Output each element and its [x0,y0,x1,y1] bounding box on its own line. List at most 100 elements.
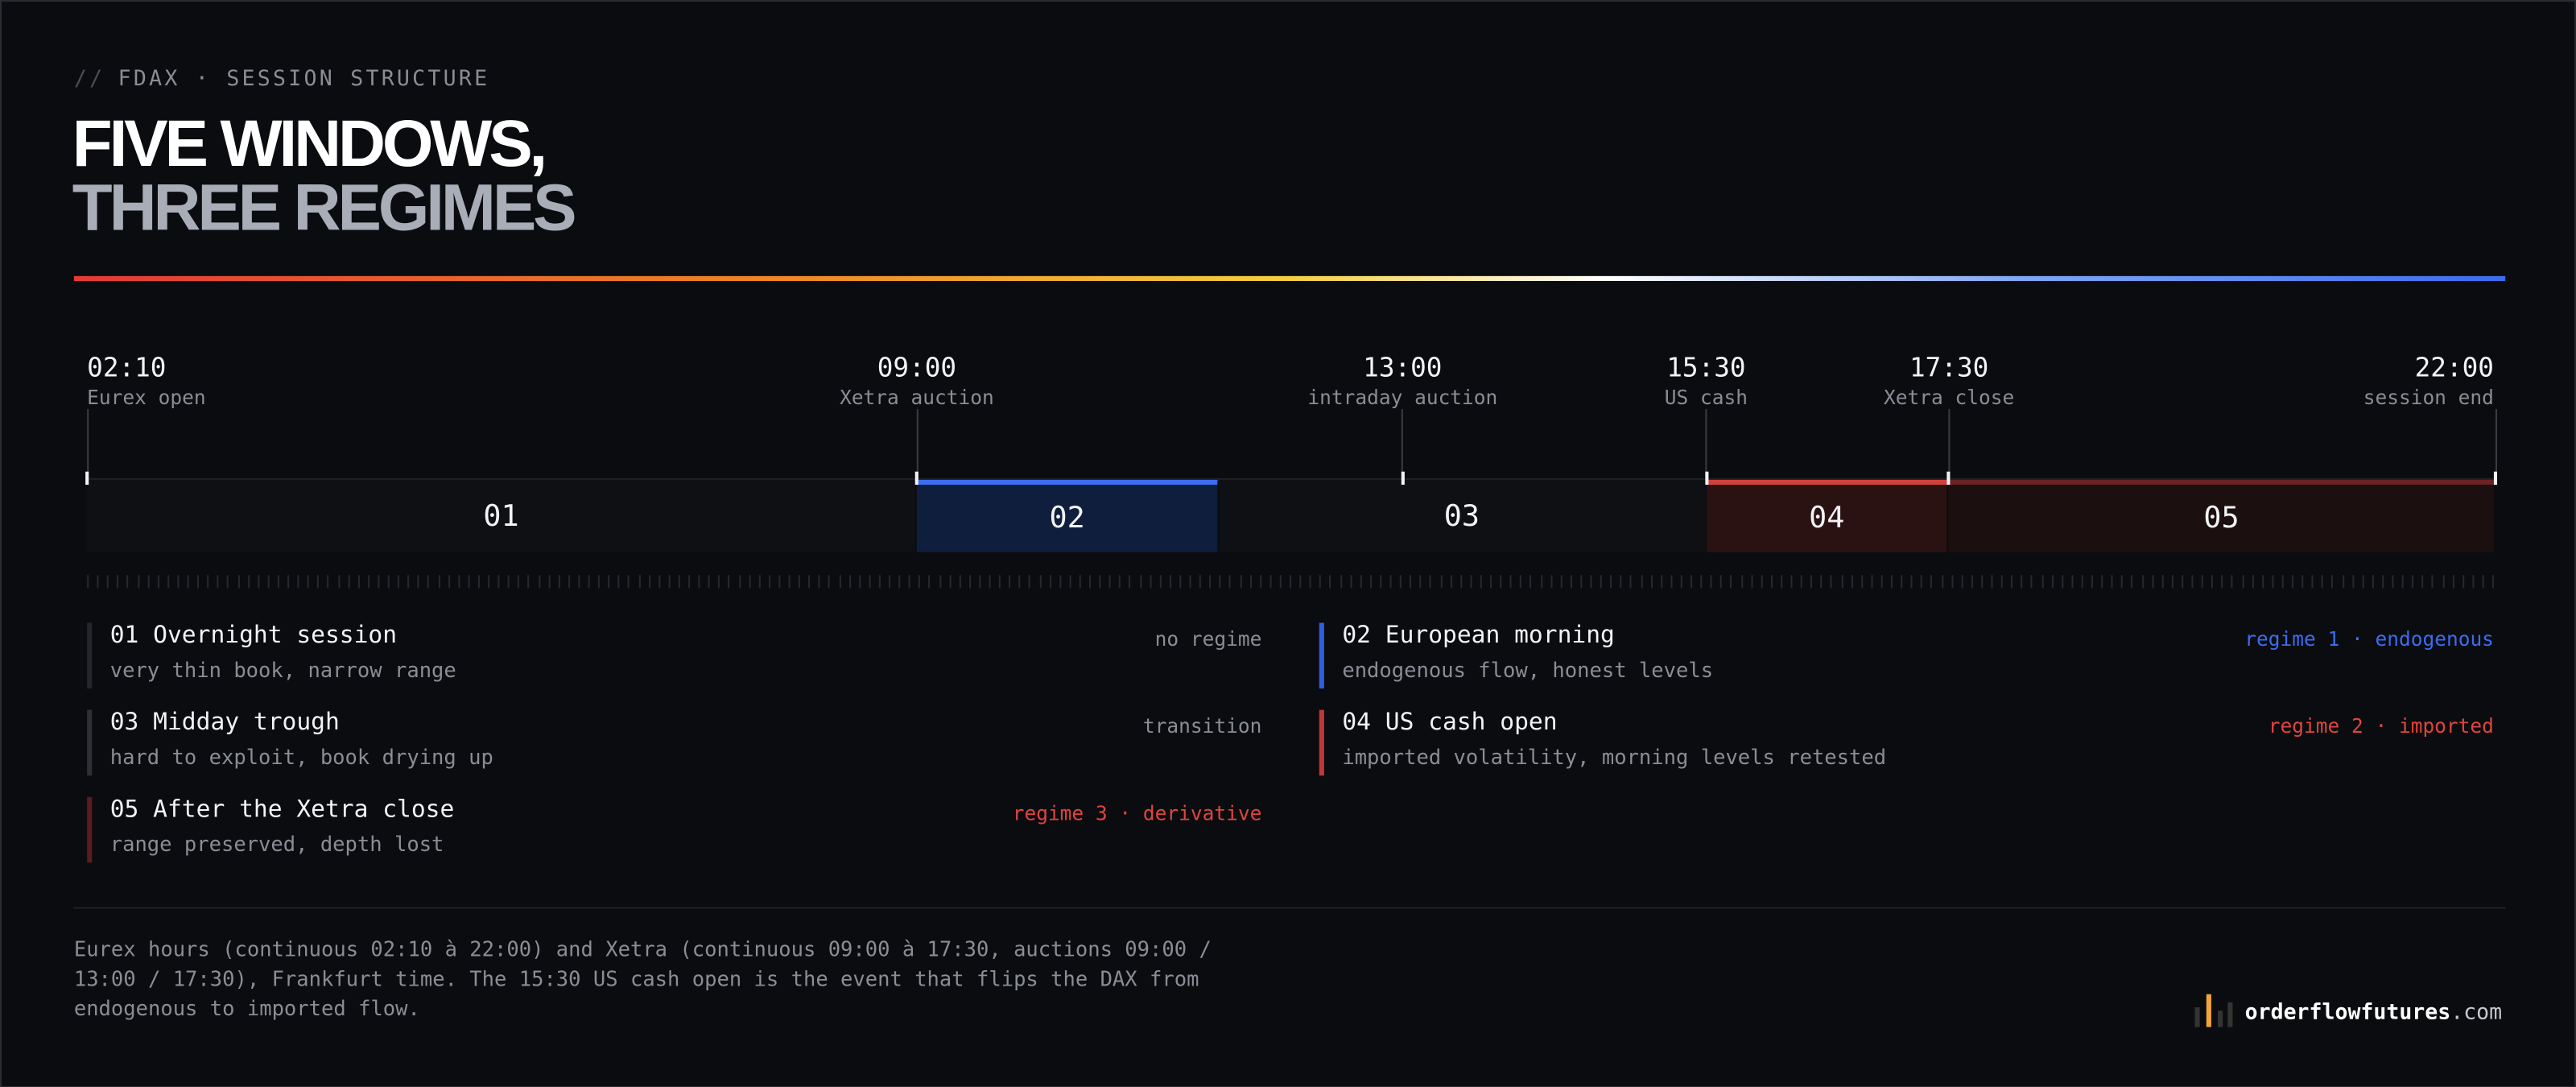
minor-tick [2201,575,2203,589]
minor-tick [708,575,711,589]
minor-tick [1650,575,1653,589]
minor-tick [1329,575,1331,589]
minor-tick [2000,575,2003,589]
minor-tick [617,575,620,589]
minor-tick [1930,575,1933,589]
marker-label: intraday auction [1307,386,1498,410]
separator [73,907,2506,909]
minor-tick [848,575,851,589]
minor-tick [1910,575,1913,589]
minor-tick [157,575,159,589]
window-title: 02 European morning [1342,622,1615,650]
marker-time: 13:00 [1363,351,1443,383]
minor-tick [1890,575,1893,589]
minor-tick [2392,575,2394,589]
minor-tick [758,575,761,589]
minor-tick [2342,575,2344,589]
title-line: THREE REGIMES [72,172,577,246]
marker-tick [1704,471,1708,486]
minor-tick [126,575,129,589]
window-row: 02 European morning endogenous flow, hone… [1319,622,2494,689]
minor-tick [2272,575,2274,589]
minor-tick [1179,575,1182,589]
minor-tick [2331,575,2334,589]
segment: 01 [87,479,915,552]
minor-tick [898,575,901,589]
minor-tick [2031,575,2033,589]
minor-tick [1670,575,1673,589]
minor-tick [1340,575,1342,589]
segment: 03 [1219,479,1705,552]
minor-tick [1119,575,1121,589]
gradient-rule [73,275,2506,281]
marker-label: Xetra auction [840,386,994,410]
minor-tick [1009,575,1011,589]
minor-tick [919,575,921,589]
marker-label: Eurex open [87,386,206,410]
minor-tick [518,575,520,589]
minor-tick [87,575,89,589]
minor-tick [1800,575,1802,589]
window-title: 01 Overnight session [109,622,398,650]
brand-logo [2195,994,2234,1027]
minor-tick [1630,575,1633,589]
minor-tick [668,575,671,589]
minor-tick [688,575,691,589]
window-title: 04 US cash open [1342,709,1558,737]
minor-tick [527,575,530,589]
minor-tick [308,575,310,589]
minor-tick [808,575,811,589]
minor-tick [2322,575,2324,589]
minor-tick [1129,575,1131,589]
minor-tick [317,575,320,589]
segment: 02 [916,479,1218,552]
minor-tick [1459,575,1462,589]
minor-tick [2131,575,2133,589]
window-row: 05 After the Xetra close range preserved,… [87,796,1261,863]
minor-tick [107,575,109,589]
minor-tick [1720,575,1723,589]
minor-tick [177,575,180,589]
minor-tick [1209,575,1212,589]
minor-tick [1951,575,1953,589]
minor-tick [1059,575,1061,589]
minor-tick [2311,575,2314,589]
minor-tick [217,575,220,589]
minor-tick [477,575,480,589]
minor-tick [768,575,770,589]
minor-tick [1781,575,1783,589]
kicker: // FDAX · SESSION STRUCTURE [74,68,490,93]
minor-tick [2081,575,2083,589]
minor-tick [1229,575,1232,589]
minor-tick [1880,575,1883,589]
minor-tick [1921,575,1923,589]
minor-tick [357,575,360,589]
minor-tick [1380,575,1382,589]
minor-tick [1620,575,1622,589]
minor-tick [928,575,931,589]
minor-tick [598,575,601,589]
minor-tick [1410,575,1412,589]
minor-tick [1680,575,1682,589]
minor-tick [2061,575,2063,589]
minor-tick [287,575,290,589]
minor-tick [1079,575,1081,589]
marker-tick [85,471,89,486]
window-tag: transition [1142,714,1262,738]
window-row: 04 US cash open imported volatility, morn… [1319,709,2494,776]
minor-tick [1490,575,1492,589]
minor-tick [1730,575,1732,589]
minor-tick [959,575,961,589]
minor-tick [1480,575,1482,589]
minor-tick [1108,575,1111,589]
minor-tick [1399,575,1402,589]
minor-tick [1349,575,1352,589]
minor-tick [818,575,820,589]
window-desc: very thin book, narrow range [109,657,456,682]
minor-tick [237,575,239,589]
minor-tick [2041,575,2043,589]
minor-tick [878,575,881,589]
minor-tick [1530,575,1532,589]
minor-tick [197,575,200,589]
minor-tick [1029,575,1031,589]
